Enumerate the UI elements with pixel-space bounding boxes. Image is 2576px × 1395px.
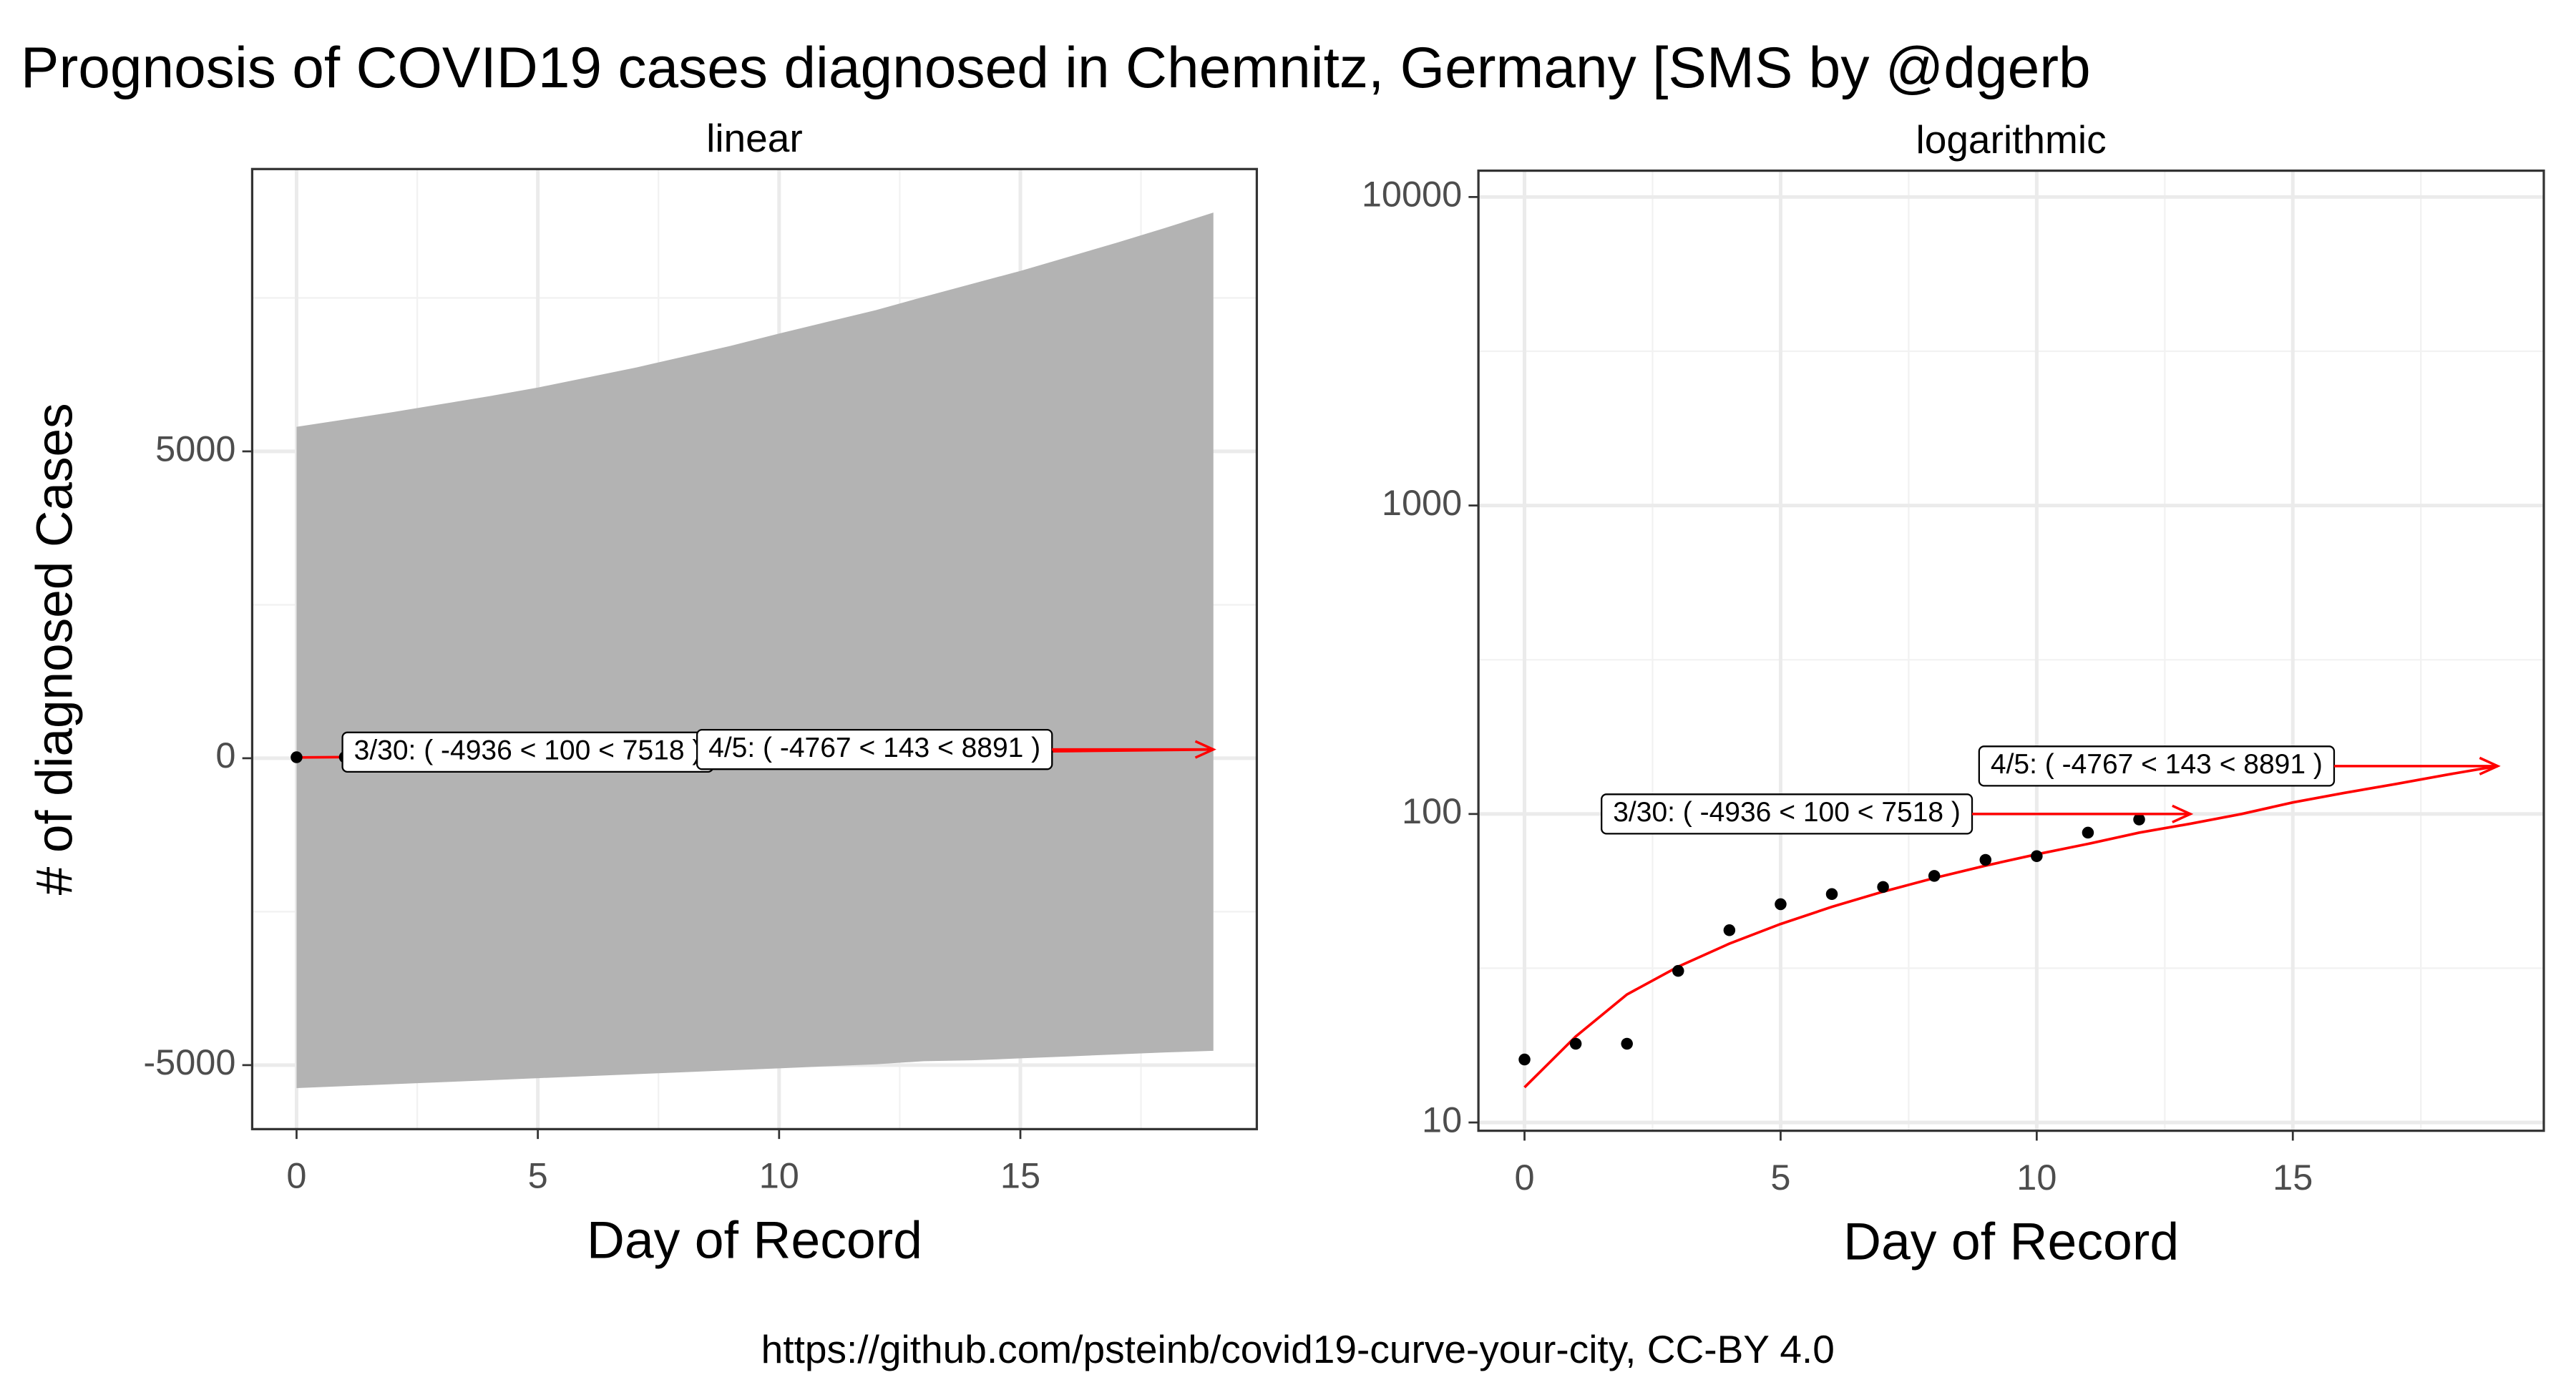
arrow-head xyxy=(1194,740,1216,759)
data-point xyxy=(2082,826,2094,839)
arrow-head xyxy=(2479,756,2501,775)
x-tick-label: 10 xyxy=(759,1155,799,1196)
y-tick-label: -5000 xyxy=(143,1042,235,1082)
x-tick-label: 0 xyxy=(286,1155,306,1196)
panel-background xyxy=(1478,170,2544,1131)
data-point xyxy=(291,751,303,763)
x-axis-title: Day of Record xyxy=(587,1210,922,1269)
annotation: 3/30: ( -4936 < 100 < 7518 ) xyxy=(341,731,714,773)
panel-title: logarithmic xyxy=(1916,117,2106,162)
data-point xyxy=(1775,898,1787,911)
annotation-label: 4/5: ( -4767 < 143 < 8891 ) xyxy=(708,733,1040,763)
annotation: 3/30: ( -4936 < 100 < 7518 ) xyxy=(1601,793,1974,835)
data-point xyxy=(1979,853,1992,866)
panel-border xyxy=(1477,169,2545,1132)
x-tick-label: 15 xyxy=(2273,1157,2313,1198)
ribbon xyxy=(296,212,1214,1089)
panel-border xyxy=(250,167,1259,1130)
y-tick-label: 0 xyxy=(215,735,235,775)
x-tick-label: 15 xyxy=(1000,1155,1040,1196)
y-tick-label: 5000 xyxy=(155,428,235,469)
y-tick-label: 10 xyxy=(1422,1099,1462,1140)
data-point xyxy=(2133,813,2145,826)
x-tick-label: 5 xyxy=(528,1155,548,1196)
data-point xyxy=(1723,924,1736,936)
data-point xyxy=(1518,1053,1531,1066)
arrow-head xyxy=(2172,804,2194,823)
fit-line xyxy=(1523,765,2498,1089)
data-point xyxy=(2031,850,2043,863)
panel-title: linear xyxy=(706,116,803,160)
plot-area: 3/30: ( -4936 < 100 < 7518 ) 4/5: ( -4767… xyxy=(1518,745,2501,1089)
x-tick-label: 5 xyxy=(1770,1157,1790,1198)
data-point xyxy=(1825,888,1838,901)
data-point xyxy=(1672,964,1684,977)
y-axis-title: # of diagnosed Cases xyxy=(26,403,83,895)
x-tick-label: 10 xyxy=(2016,1157,2057,1198)
data-point xyxy=(1877,881,1889,894)
data-point xyxy=(1569,1037,1582,1050)
grid xyxy=(1478,170,2544,1131)
x-tick-label: 0 xyxy=(1515,1157,1535,1198)
annotation-label: 3/30: ( -4936 < 100 < 7518 ) xyxy=(1613,797,1961,828)
data-point xyxy=(1621,1037,1633,1050)
y-tick-label: 100 xyxy=(1402,790,1462,831)
x-axis-title: Day of Record xyxy=(1843,1213,2179,1271)
annotation: 4/5: ( -4767 < 143 < 8891 ) xyxy=(696,728,1053,770)
figure-title: Prognosis of COVID19 cases diagnosed in … xyxy=(21,36,2091,100)
data-point xyxy=(1928,870,1941,882)
y-tick-label: 1000 xyxy=(1382,482,1462,523)
annotation: 4/5: ( -4767 < 143 < 8891 ) xyxy=(1978,745,2336,787)
caption: https://github.com/psteinb/covid19-curve… xyxy=(761,1327,1835,1371)
annotation-label: 4/5: ( -4767 < 143 < 8891 ) xyxy=(1991,749,2323,780)
plot-area: 3/30: ( -4936 < 100 < 7518 )4/5: ( -4767… xyxy=(291,212,1216,1089)
y-tick-label: 10000 xyxy=(1362,174,1462,215)
annotation-label: 3/30: ( -4936 < 100 < 7518 ) xyxy=(354,735,702,766)
